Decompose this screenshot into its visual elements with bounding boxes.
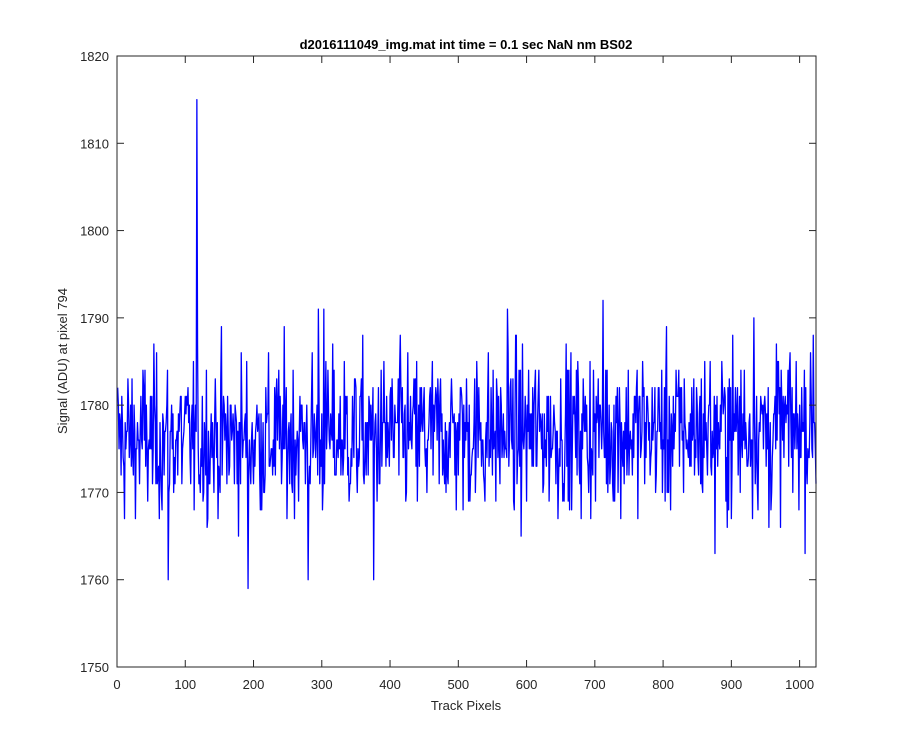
ticks-layer: 0 100 200 300 400 500 600 700 800 900 1000 1750 1760… [80,49,816,692]
chart-title: d2016111049_img.mat int time = 0.1 sec N… [300,37,633,52]
series-layer [117,98,817,590]
x-tick-label: 700 [584,677,606,692]
y-tick-label: 1800 [80,224,109,239]
x-tick-label: 800 [652,677,674,692]
x-tick-label: 500 [447,677,469,692]
x-tick-label: 1000 [785,677,814,692]
signal-series-line [117,98,817,590]
y-tick-label: 1750 [80,660,109,675]
y-tick-label: 1810 [80,136,109,151]
y-axis-label: Signal (ADU) at pixel 794 [55,288,70,434]
x-tick-label: 100 [174,677,196,692]
plot-area [117,56,816,667]
y-tick-label: 1820 [80,49,109,64]
x-tick-label: 0 [113,677,120,692]
x-tick-label: 900 [721,677,743,692]
y-tick-label: 1780 [80,398,109,413]
x-tick-label: 300 [311,677,333,692]
x-tick-label: 400 [379,677,401,692]
x-tick-label: 600 [516,677,538,692]
y-tick-label: 1790 [80,311,109,326]
x-axis-label: Track Pixels [431,698,502,713]
y-tick-label: 1770 [80,485,109,500]
x-tick-label: 200 [243,677,265,692]
y-tick-label: 1760 [80,573,109,588]
axes-box [116,55,817,668]
